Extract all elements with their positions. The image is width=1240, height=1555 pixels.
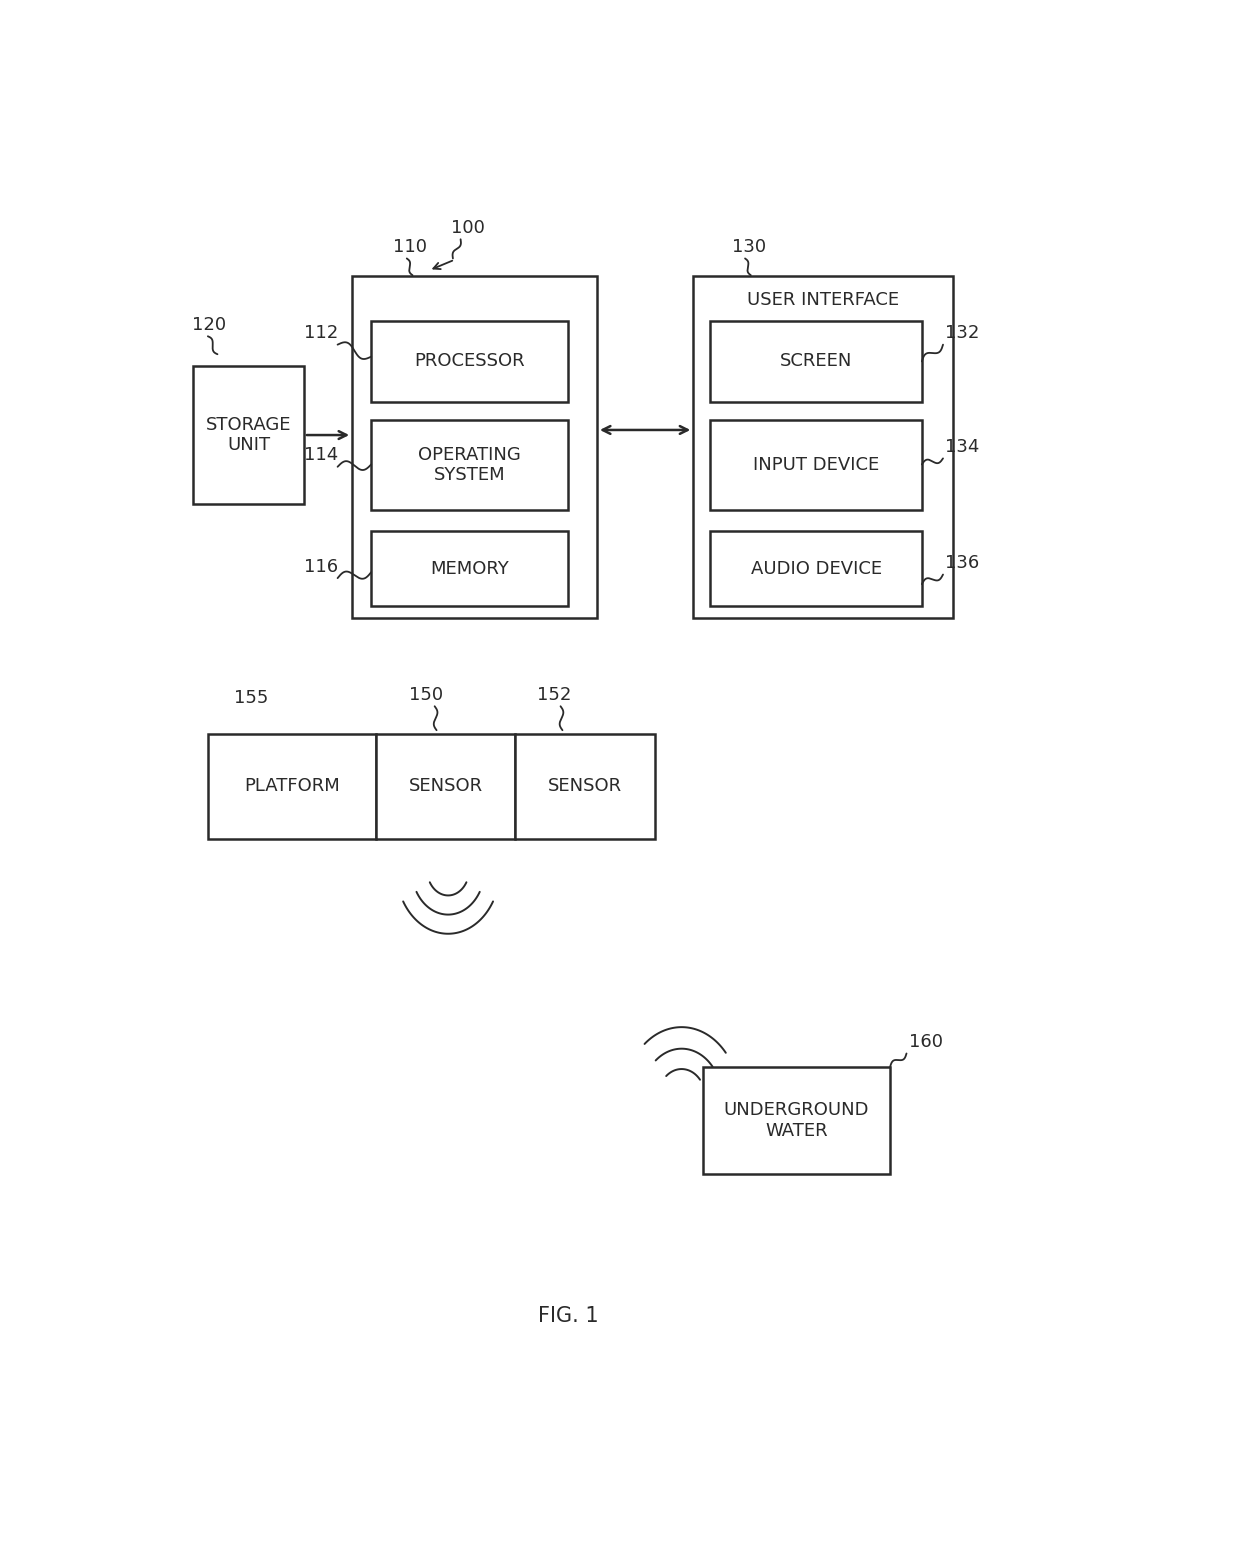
Bar (703, 1067, 890, 1174)
Bar (193, 365, 304, 504)
Bar (371, 320, 568, 403)
Text: 134: 134 (945, 439, 980, 456)
Text: 120: 120 (191, 316, 226, 334)
Text: AUDIO DEVICE: AUDIO DEVICE (750, 560, 882, 577)
Bar (371, 420, 568, 510)
Text: SCREEN: SCREEN (780, 353, 852, 370)
Text: MEMORY: MEMORY (430, 560, 510, 577)
Text: 116: 116 (304, 558, 339, 575)
Text: PLATFORM: PLATFORM (244, 778, 340, 796)
Text: 152: 152 (537, 686, 570, 704)
Bar (516, 734, 655, 840)
Bar (693, 277, 952, 617)
Text: 100: 100 (451, 219, 485, 236)
Text: 155: 155 (234, 689, 268, 708)
Text: SENSOR: SENSOR (548, 778, 622, 796)
Text: 160: 160 (909, 1033, 944, 1051)
Text: 136: 136 (945, 554, 980, 572)
Bar (352, 277, 596, 617)
Bar (208, 734, 376, 840)
Text: 150: 150 (409, 686, 443, 704)
Text: 130: 130 (732, 238, 766, 257)
Text: 112: 112 (304, 325, 339, 342)
Bar (711, 420, 921, 510)
Text: FIG. 1: FIG. 1 (538, 1306, 599, 1326)
Text: PROCESSOR: PROCESSOR (414, 353, 525, 370)
Text: 110: 110 (393, 238, 428, 257)
Bar (711, 320, 921, 403)
Text: INPUT DEVICE: INPUT DEVICE (753, 456, 879, 474)
Text: USER INTERFACE: USER INTERFACE (746, 291, 899, 309)
Text: SENSOR: SENSOR (409, 778, 482, 796)
Bar (376, 734, 516, 840)
Bar (371, 532, 568, 605)
Text: 132: 132 (945, 325, 980, 342)
Text: UNDERGROUND
WATER: UNDERGROUND WATER (724, 1101, 869, 1140)
Text: STORAGE
UNIT: STORAGE UNIT (206, 415, 291, 454)
Bar (711, 532, 921, 605)
Text: OPERATING
SYSTEM: OPERATING SYSTEM (418, 446, 521, 485)
Text: 114: 114 (304, 446, 339, 465)
